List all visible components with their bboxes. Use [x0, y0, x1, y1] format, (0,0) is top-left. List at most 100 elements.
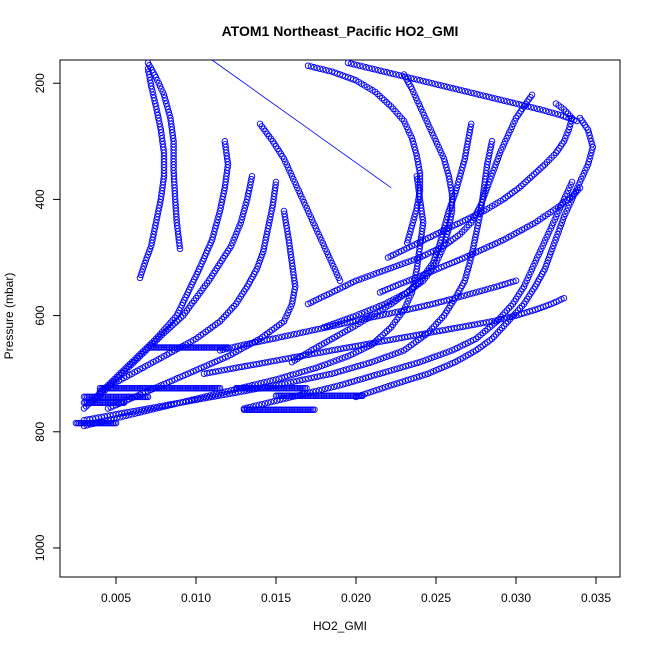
data-point	[305, 327, 313, 335]
data-point	[385, 325, 393, 333]
data-point	[381, 266, 389, 274]
data-point	[545, 254, 553, 261]
data-point	[478, 199, 486, 206]
data-point	[512, 100, 520, 107]
data-point	[436, 327, 443, 335]
data-point	[288, 172, 296, 180]
data-point	[400, 279, 407, 286]
data-point	[144, 393, 152, 401]
data-point	[461, 155, 469, 163]
data-point	[440, 155, 448, 163]
y-axis: 200 400 600 800 1000	[33, 73, 61, 561]
data-point	[388, 309, 396, 317]
data-point	[308, 216, 316, 223]
chart-title: ATOM1 Northeast_Pacific HO2_GMI	[222, 23, 459, 39]
data-point	[392, 350, 399, 357]
data-point	[444, 170, 452, 177]
data-point	[382, 368, 389, 376]
data-point	[445, 348, 453, 355]
data-point	[336, 382, 344, 389]
data-point	[287, 331, 295, 339]
data-point	[158, 85, 165, 93]
x-tick-label: 0.020	[341, 591, 371, 605]
data-point	[444, 210, 452, 218]
data-point	[368, 358, 376, 366]
data-point	[452, 187, 460, 194]
level-leg	[232, 384, 310, 392]
data-point	[397, 348, 405, 355]
data-point	[397, 307, 405, 315]
data-point	[137, 271, 145, 279]
data-point	[428, 325, 436, 332]
data-point	[379, 311, 387, 319]
data-point	[544, 257, 552, 264]
data-point	[316, 233, 324, 241]
data-point	[227, 242, 235, 250]
data-point	[466, 290, 474, 298]
y-tick-label: 200	[33, 73, 47, 93]
data-point	[312, 364, 320, 372]
data-point	[446, 204, 454, 212]
data-point	[150, 91, 157, 99]
level-leg	[72, 419, 120, 427]
data-point	[376, 370, 384, 377]
data-point	[584, 161, 592, 168]
data-point	[586, 132, 593, 139]
data-point	[345, 365, 353, 372]
data-point	[242, 201, 249, 209]
data-point	[386, 69, 394, 77]
data-point	[518, 302, 526, 310]
data-point	[335, 274, 342, 282]
data-point	[548, 154, 555, 161]
data-point	[395, 71, 403, 79]
data-point	[460, 158, 468, 165]
data-point	[165, 109, 173, 116]
data-point	[523, 277, 530, 284]
data-point	[449, 295, 456, 303]
data-point	[267, 398, 275, 406]
data-point	[396, 364, 404, 372]
data-point	[359, 392, 366, 400]
data-point	[374, 66, 382, 74]
data-point	[458, 167, 465, 174]
data-point	[377, 355, 384, 363]
data-point	[434, 318, 442, 326]
data-point	[542, 107, 550, 115]
data-point	[162, 97, 169, 104]
data-point	[477, 201, 485, 209]
data-point	[479, 92, 487, 99]
data-point	[239, 210, 247, 218]
data-point	[434, 352, 441, 359]
data-point	[459, 164, 466, 171]
data-point	[403, 123, 410, 131]
data-point	[384, 265, 392, 273]
data-point	[339, 381, 347, 388]
data-point	[319, 239, 326, 247]
data-point	[447, 201, 455, 209]
data-point	[144, 251, 152, 258]
series-profile	[96, 178, 280, 395]
x-tick-label: 0.010	[181, 591, 211, 605]
data-point	[428, 79, 436, 87]
data-point	[414, 97, 421, 104]
data-point	[539, 163, 546, 170]
data-point	[376, 312, 384, 319]
level-leg	[147, 344, 232, 351]
data-point	[533, 169, 540, 176]
data-point	[457, 170, 465, 177]
data-point	[387, 264, 395, 272]
data-point	[585, 158, 593, 165]
data-point	[158, 331, 166, 339]
data-point	[383, 69, 391, 76]
data-point	[484, 158, 492, 165]
data-point	[537, 165, 544, 172]
data-point	[389, 351, 396, 358]
data-point	[322, 371, 330, 379]
data-point	[360, 361, 367, 368]
data-point	[383, 353, 390, 361]
data-point	[484, 285, 492, 293]
data-point	[323, 248, 330, 255]
data-point	[368, 372, 375, 380]
data-point	[472, 289, 480, 296]
data-point	[412, 281, 419, 288]
